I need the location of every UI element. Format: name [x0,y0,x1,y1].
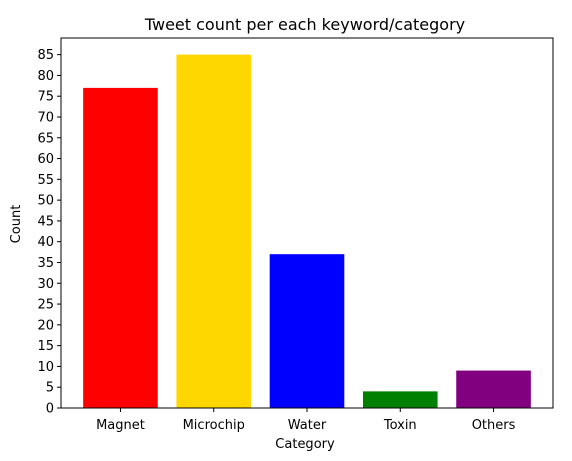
y-axis-ticks: 0 5 10 15 20 25 30 35 40 45 50 55 60 65 70 75 80 85 [37,48,61,417]
y-tick-label: 65 [37,131,54,146]
y-tick-label: 0 [46,402,54,417]
y-tick-label: 55 [37,173,54,188]
x-tick-label: Water [288,418,327,433]
x-tick-label: Others [472,418,516,433]
y-tick-label: 40 [37,235,54,250]
x-axis-ticks: Magnet Microchip Water Toxin Others [96,408,516,433]
bar-toxin [362,391,438,408]
y-tick-label: 50 [37,194,54,209]
y-tick-label: 60 [37,152,54,167]
y-tick-label: 15 [37,339,54,354]
y-tick-label: 85 [37,48,54,63]
chart-title: Tweet count per each keyword/category [144,15,465,34]
y-tick-label: 5 [46,381,54,396]
plot-frame [60,37,554,409]
y-tick-label: 35 [37,256,54,271]
bars-layer [83,54,531,408]
y-tick-label: 45 [37,214,54,229]
y-axis-label: Count [9,205,24,244]
y-tick-label: 10 [37,360,54,375]
y-tick-label: 25 [37,298,54,313]
bar-water [269,254,345,408]
y-tick-label: 20 [37,318,54,333]
x-tick-label: Magnet [96,418,145,433]
y-tick-label: 30 [37,277,54,292]
x-tick-label: Microchip [183,418,245,433]
y-tick-label: 80 [37,69,54,84]
bar-microchip [176,54,252,408]
y-tick-label: 75 [37,90,54,105]
y-tick-label: 70 [37,110,54,125]
bar-others [456,370,531,408]
x-tick-label: Toxin [383,418,417,433]
bar-magnet [83,87,158,408]
x-axis-label: Category [275,437,335,452]
